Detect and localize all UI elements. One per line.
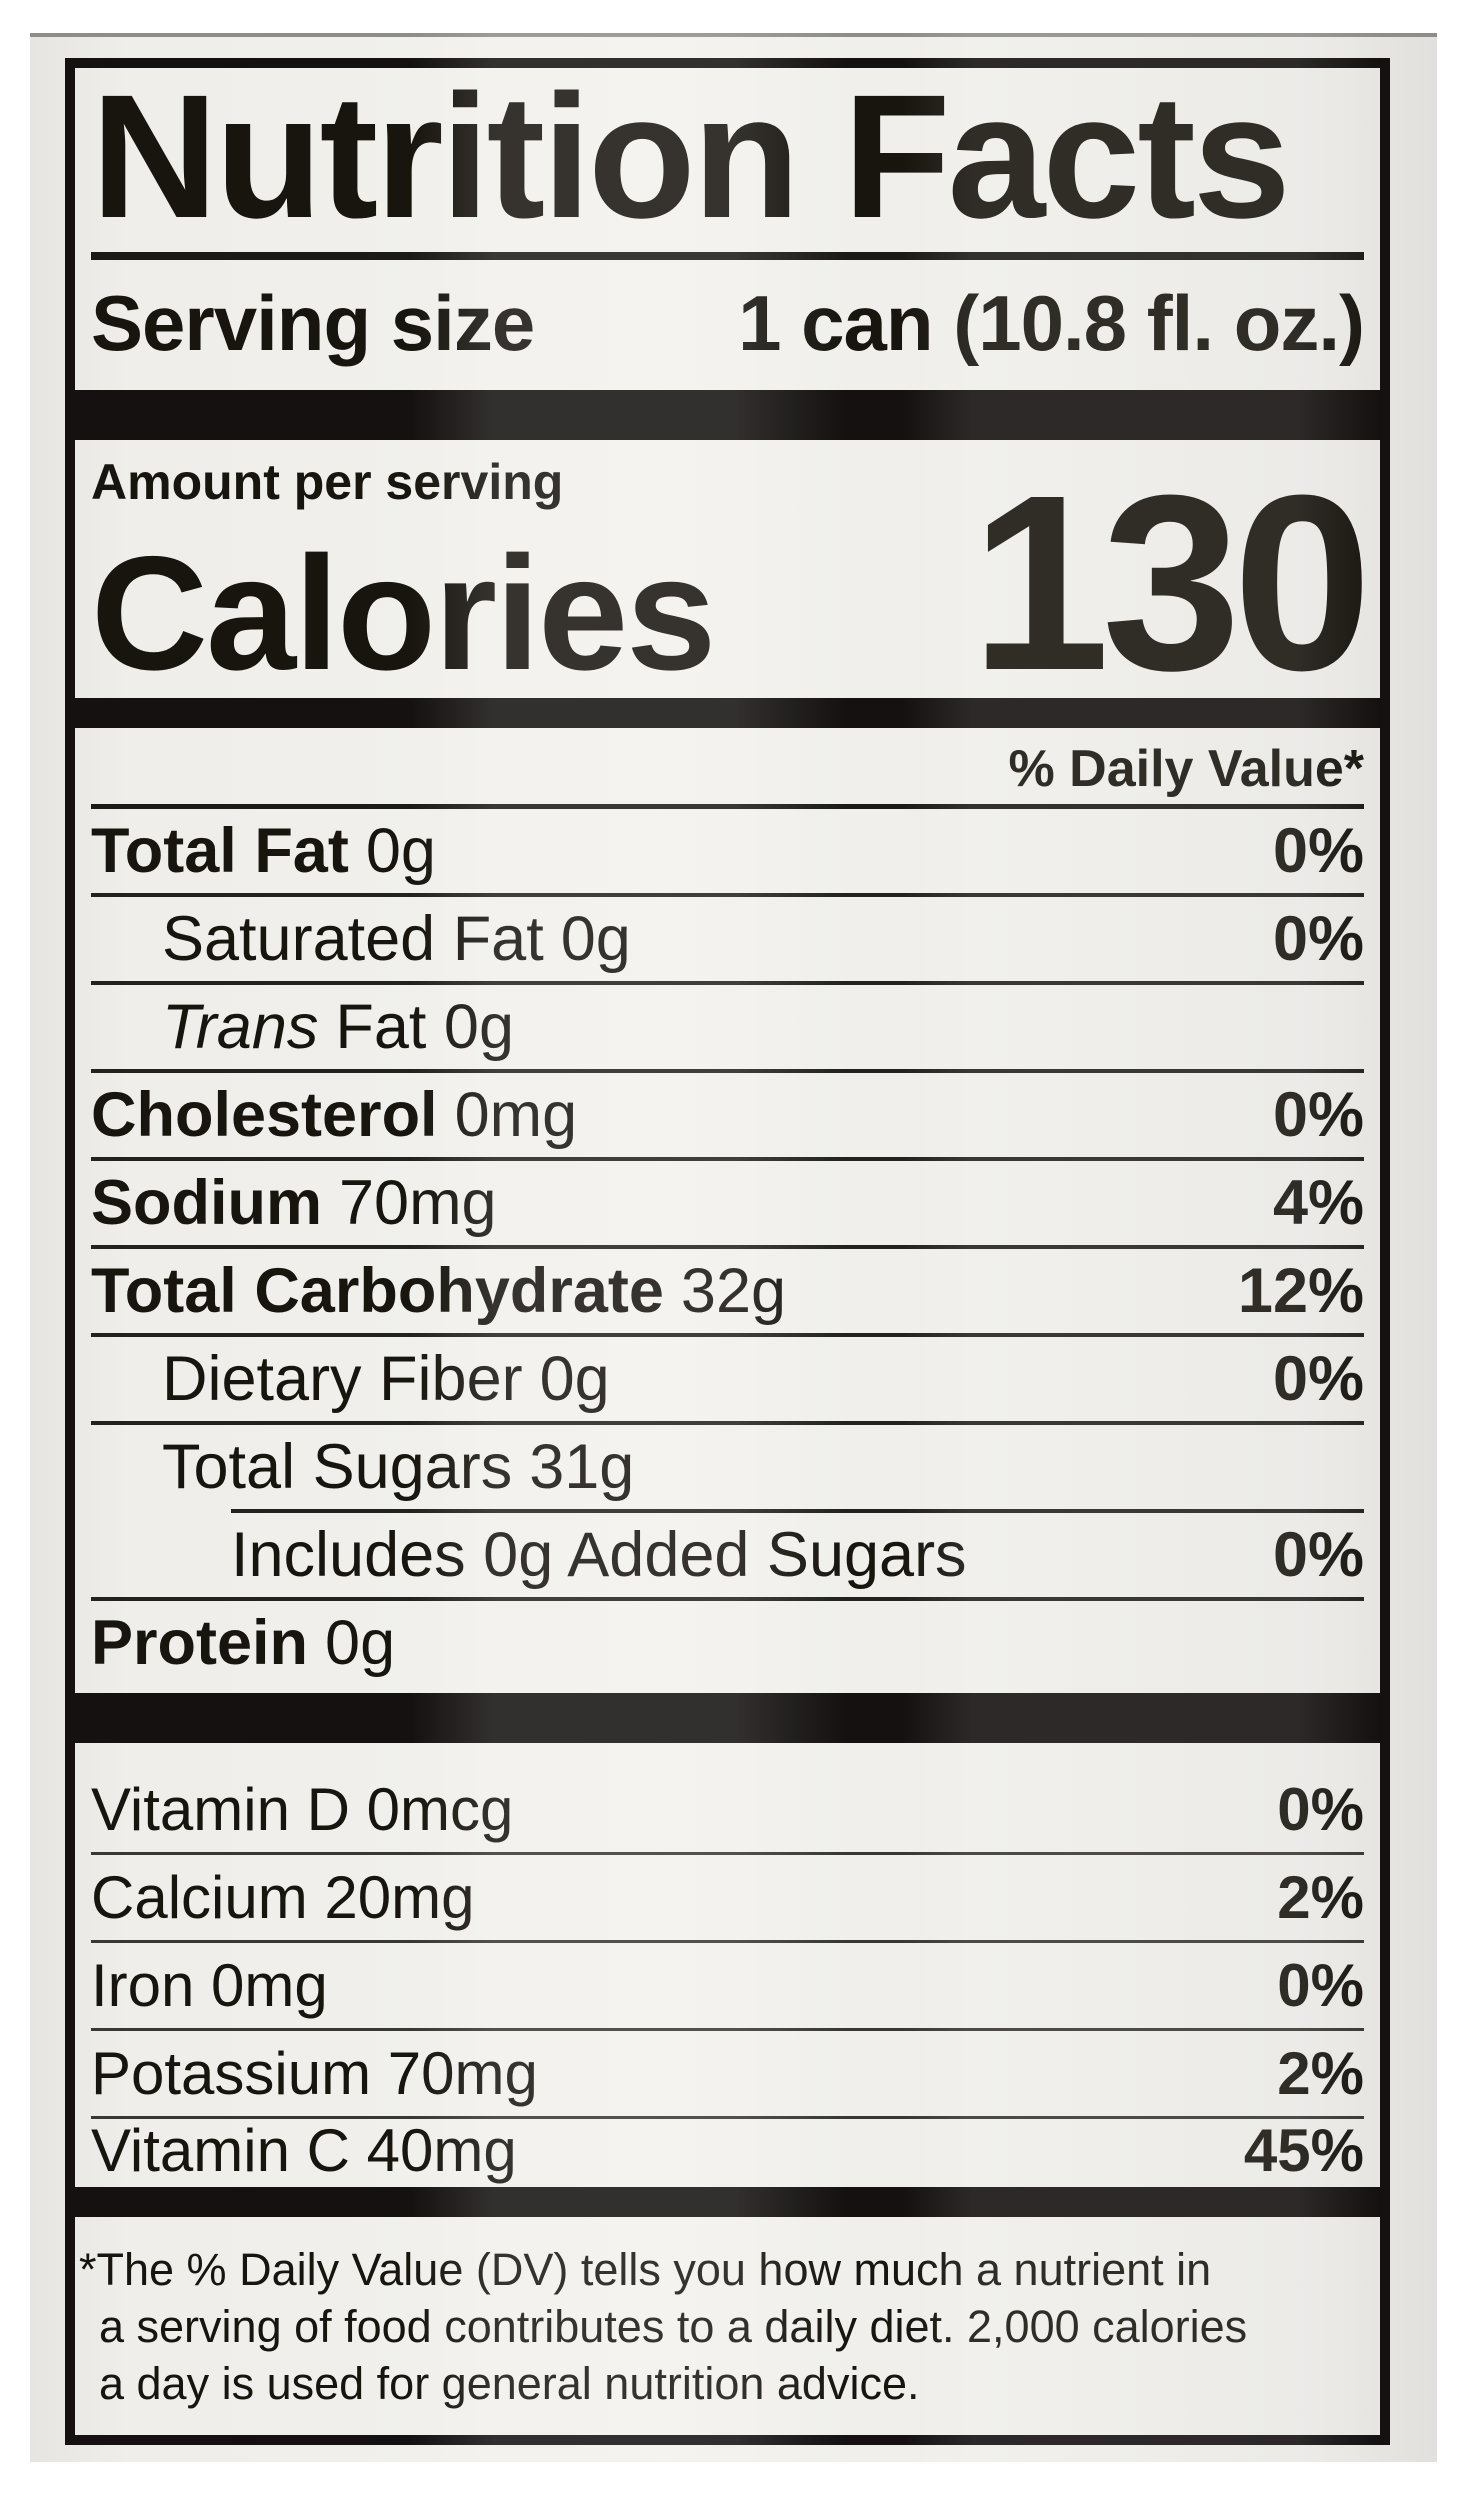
divider (91, 1333, 1364, 1337)
vitamin-dv: 2% (1277, 2040, 1364, 2107)
footnote-line: a serving of food contributes to a daily… (99, 2301, 1248, 2352)
row-potassium: Potassium 70mg 2% (91, 2031, 1364, 2116)
panel-title: Nutrition Facts (91, 59, 1291, 255)
row-dietary-fiber: Dietary Fiber 0g 0% (91, 1337, 1364, 1421)
nutrient-name: Total Carbohydrate (91, 1256, 664, 1326)
vitamin-name: Vitamin D 0mcg (91, 1776, 514, 1843)
divider (91, 1421, 1364, 1425)
nutrient-amount: 32g (680, 1256, 787, 1326)
nutrient-name: Dietary Fiber (162, 1344, 523, 1414)
nutrient-amount: 0g (560, 904, 631, 974)
divider (91, 252, 1364, 260)
thick-rule (75, 390, 1380, 440)
nutrient-name: Saturated Fat (162, 904, 544, 974)
divider (91, 1597, 1364, 1601)
nutrition-facts-panel: Nutrition Facts Serving size 1 can (10.8… (65, 58, 1390, 2445)
nutrient-dv: 0% (1272, 1520, 1364, 1590)
nutrient-name: Total Sugars (162, 1432, 513, 1502)
thick-rule (75, 1693, 1380, 1743)
divider (91, 1245, 1364, 1249)
nutrient-dv: 0% (1272, 1080, 1364, 1150)
serving-size-value: 1 can (10.8 fl. oz.) (738, 278, 1365, 367)
amount-per-serving-label: Amount per serving (91, 454, 564, 510)
serving-size-row: Serving size 1 can (10.8 fl. oz.) (91, 278, 1365, 368)
divider (91, 981, 1364, 985)
nutrient-name: Sodium (91, 1168, 322, 1238)
nutrient-name: Protein (91, 1608, 309, 1678)
vitamin-name: Potassium 70mg (91, 2040, 538, 2107)
calories-label: Calories (91, 523, 716, 704)
daily-value-header: % Daily Value* (1008, 740, 1364, 798)
medium-rule (75, 2187, 1380, 2217)
calories-row: Calories 130 (91, 443, 1372, 722)
row-vitamin-d: Vitamin D 0mcg 0% (91, 1743, 1364, 1852)
row-cholesterol: Cholesterol 0mg 0% (91, 1073, 1364, 1157)
vitamin-name: Vitamin C 40mg (91, 2116, 517, 2184)
row-trans-fat: Trans Fat 0g (91, 985, 1364, 1069)
footnote-line: The % Daily Value (DV) tells you how muc… (96, 2244, 1212, 2295)
nutrient-amount: 0g (365, 816, 436, 886)
row-protein: Protein 0g (91, 1601, 1364, 1685)
vitamin-dv: 0% (1277, 1776, 1364, 1843)
nutrient-name: Total Fat (91, 816, 349, 886)
vitamin-name: Iron 0mg (91, 1952, 328, 2019)
serving-size-label: Serving size (91, 278, 535, 367)
nutrient-amount: 70mg (339, 1168, 497, 1238)
divider (91, 2116, 1364, 2119)
nutrient-name: Trans (162, 992, 319, 1062)
divider (91, 804, 1364, 809)
nutrient-name: Cholesterol (91, 1080, 438, 1150)
divider (91, 1069, 1364, 1073)
daily-value-footnote: *The % Daily Value (DV) tells you how mu… (79, 2241, 1364, 2412)
divider (91, 2028, 1364, 2031)
divider (91, 893, 1364, 897)
footnote-asterisk: * (79, 2244, 97, 2295)
nutrient-dv: 0% (1272, 904, 1364, 974)
nutrient-amount: Fat 0g (335, 992, 514, 1062)
nutrient-dv: 0% (1272, 816, 1364, 886)
vitamin-dv: 0% (1277, 1952, 1364, 2019)
row-sodium: Sodium 70mg 4% (91, 1161, 1364, 1245)
nutrient-amount: 0mg (454, 1080, 578, 1150)
nutrient-amount: 0g (539, 1344, 610, 1414)
row-iron: Iron 0mg 0% (91, 1943, 1364, 2028)
nutrient-amount: 31g (529, 1432, 635, 1502)
divider (91, 1157, 1364, 1161)
medium-rule (75, 698, 1380, 728)
divider (91, 1940, 1364, 1943)
vitamin-dv: 2% (1277, 1864, 1364, 1931)
calories-value: 130 (970, 443, 1372, 722)
row-added-sugars: Includes 0g Added Sugars 0% (91, 1513, 1364, 1597)
footnote-line: a day is used for general nutrition advi… (99, 2358, 920, 2409)
vitamin-dv: 45% (1243, 2116, 1364, 2184)
row-vitamin-c: Vitamin C 40mg 45% (91, 2117, 1364, 2184)
row-total-carbohydrate: Total Carbohydrate 32g 12% (91, 1249, 1364, 1333)
divider-indented (231, 1509, 1364, 1513)
nutrient-amount: 0g (325, 1608, 396, 1678)
divider (91, 1852, 1364, 1855)
row-total-fat: Total Fat 0g 0% (91, 809, 1364, 893)
nutrient-dv: 0% (1272, 1344, 1364, 1414)
nutrient-name: Includes 0g Added Sugars (231, 1520, 967, 1590)
nutrient-dv: 4% (1272, 1168, 1364, 1238)
row-total-sugars: Total Sugars 31g (91, 1425, 1364, 1509)
row-saturated-fat: Saturated Fat 0g 0% (91, 897, 1364, 981)
vitamin-name: Calcium 20mg (91, 1864, 475, 1931)
row-calcium: Calcium 20mg 2% (91, 1855, 1364, 1940)
nutrient-dv: 12% (1237, 1256, 1364, 1326)
